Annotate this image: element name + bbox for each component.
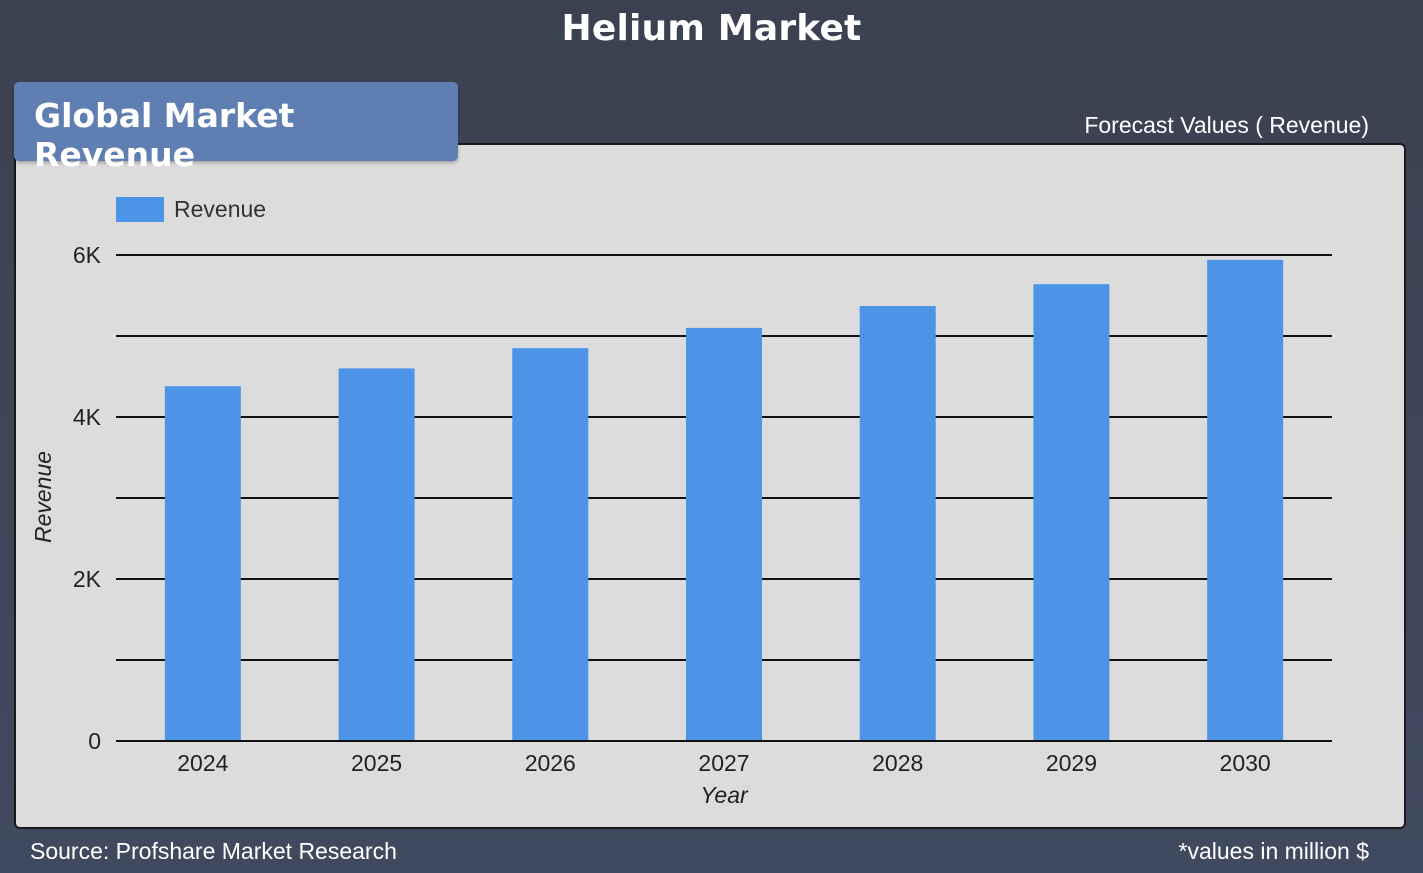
- y-tick-label: 0: [88, 728, 101, 754]
- bar-2030: [1207, 259, 1284, 741]
- y-axis-title: Revenue: [30, 451, 56, 543]
- x-tick-label: 2030: [1220, 750, 1271, 776]
- x-tick-label: 2024: [177, 750, 228, 776]
- forecast-label: Forecast Values ( Revenue): [1084, 112, 1369, 138]
- y-tick-label: 6K: [73, 242, 102, 268]
- bar-2029: [1033, 284, 1110, 741]
- section-tab: Global Market Revenue: [14, 82, 458, 174]
- y-tick-label: 2K: [73, 566, 102, 592]
- y-tick-label: 4K: [73, 404, 102, 430]
- bar-2028: [859, 306, 936, 741]
- x-tick-label: 2028: [872, 750, 923, 776]
- bar-2027: [686, 327, 762, 741]
- legend-swatch: [116, 197, 164, 222]
- x-tick-label: 2029: [1046, 750, 1097, 776]
- section-label: Global Market Revenue: [34, 96, 295, 174]
- legend: Revenue: [116, 196, 266, 222]
- units-note: *values in million $: [1178, 838, 1369, 864]
- x-tick-label: 2027: [698, 750, 749, 776]
- x-tick-label: 2025: [351, 750, 402, 776]
- legend-label-revenue: Revenue: [174, 196, 266, 222]
- bar-2025: [338, 368, 415, 741]
- x-tick-label: 2026: [525, 750, 576, 776]
- page-title: Helium Market: [561, 8, 862, 49]
- bar-2024: [164, 386, 241, 741]
- axes: 0 2K 4K 6K 2024 2025 2026 2027 2028 2029 2030: [73, 242, 1332, 776]
- x-axis-title: Year: [700, 782, 749, 808]
- bars: [164, 259, 1284, 741]
- bar-2026: [512, 348, 589, 741]
- source-text: Source: Profshare Market Research: [30, 838, 397, 864]
